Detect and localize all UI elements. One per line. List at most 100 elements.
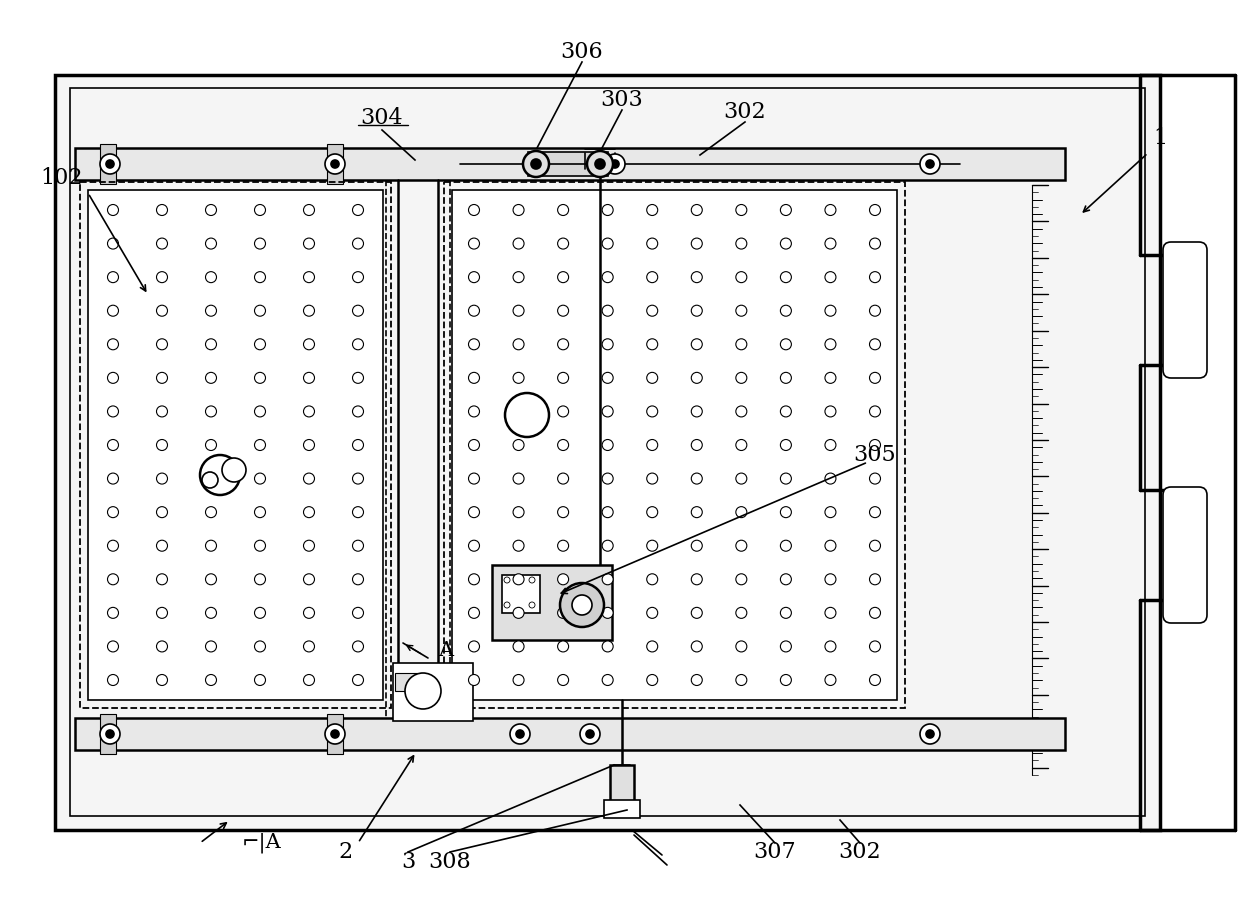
Circle shape: [525, 154, 546, 174]
Circle shape: [558, 608, 569, 618]
Circle shape: [558, 674, 569, 686]
Circle shape: [603, 674, 613, 686]
Circle shape: [603, 305, 613, 316]
Circle shape: [156, 641, 167, 652]
Circle shape: [869, 674, 880, 686]
Circle shape: [222, 458, 246, 482]
Circle shape: [691, 272, 702, 283]
Circle shape: [513, 338, 525, 350]
Circle shape: [513, 641, 525, 652]
Circle shape: [352, 507, 363, 517]
Circle shape: [202, 472, 218, 488]
Circle shape: [587, 730, 594, 738]
Circle shape: [735, 204, 746, 215]
Bar: [81, 182, 391, 708]
Text: 302: 302: [838, 841, 882, 863]
Circle shape: [825, 338, 836, 350]
Circle shape: [691, 204, 702, 215]
Circle shape: [780, 641, 791, 652]
Circle shape: [206, 641, 217, 652]
Text: 304: 304: [361, 107, 403, 129]
Circle shape: [254, 272, 265, 283]
Circle shape: [108, 674, 119, 686]
Circle shape: [325, 154, 345, 174]
Circle shape: [780, 674, 791, 686]
Circle shape: [647, 674, 657, 686]
Circle shape: [647, 305, 657, 316]
Circle shape: [572, 595, 591, 615]
Circle shape: [513, 204, 525, 215]
Circle shape: [869, 439, 880, 451]
Circle shape: [531, 159, 541, 169]
Circle shape: [108, 574, 119, 585]
Circle shape: [156, 406, 167, 417]
Circle shape: [780, 305, 791, 316]
Circle shape: [869, 473, 880, 484]
Circle shape: [206, 305, 217, 316]
Circle shape: [558, 439, 569, 451]
Text: A: A: [439, 641, 454, 660]
Circle shape: [529, 602, 534, 608]
Circle shape: [691, 305, 702, 316]
Circle shape: [469, 305, 480, 316]
Circle shape: [105, 730, 114, 738]
Circle shape: [603, 540, 613, 551]
Circle shape: [469, 507, 480, 517]
Circle shape: [206, 439, 217, 451]
Circle shape: [254, 641, 265, 652]
Circle shape: [469, 641, 480, 652]
Circle shape: [352, 608, 363, 618]
Circle shape: [825, 238, 836, 249]
Text: ⌐|A: ⌐|A: [242, 832, 281, 853]
Circle shape: [352, 338, 363, 350]
Circle shape: [405, 673, 441, 709]
Circle shape: [647, 272, 657, 283]
Circle shape: [869, 608, 880, 618]
Circle shape: [100, 724, 120, 744]
Circle shape: [156, 608, 167, 618]
Circle shape: [691, 373, 702, 383]
Circle shape: [304, 674, 315, 686]
Circle shape: [780, 540, 791, 551]
Circle shape: [595, 159, 605, 169]
Circle shape: [513, 305, 525, 316]
Circle shape: [254, 439, 265, 451]
Circle shape: [156, 473, 167, 484]
Circle shape: [352, 574, 363, 585]
Circle shape: [825, 641, 836, 652]
Circle shape: [647, 439, 657, 451]
Circle shape: [825, 674, 836, 686]
Circle shape: [108, 406, 119, 417]
Circle shape: [513, 540, 525, 551]
Circle shape: [735, 674, 746, 686]
Circle shape: [108, 439, 119, 451]
Circle shape: [560, 583, 604, 627]
Text: 308: 308: [429, 851, 471, 873]
Circle shape: [735, 238, 746, 249]
Circle shape: [156, 373, 167, 383]
Circle shape: [469, 204, 480, 215]
Circle shape: [735, 272, 746, 283]
Circle shape: [558, 641, 569, 652]
Bar: [610, 765, 634, 810]
Bar: [74, 718, 1065, 750]
Circle shape: [352, 406, 363, 417]
Bar: [327, 144, 343, 184]
Circle shape: [605, 154, 625, 174]
Circle shape: [304, 641, 315, 652]
Circle shape: [580, 724, 600, 744]
Bar: [604, 800, 640, 818]
Circle shape: [603, 204, 613, 215]
Circle shape: [780, 473, 791, 484]
Circle shape: [304, 406, 315, 417]
Circle shape: [352, 540, 363, 551]
Bar: [100, 144, 117, 184]
Circle shape: [513, 507, 525, 517]
Circle shape: [558, 540, 569, 551]
Circle shape: [254, 574, 265, 585]
Circle shape: [156, 674, 167, 686]
Circle shape: [513, 238, 525, 249]
Circle shape: [647, 406, 657, 417]
Circle shape: [691, 473, 702, 484]
Circle shape: [254, 305, 265, 316]
